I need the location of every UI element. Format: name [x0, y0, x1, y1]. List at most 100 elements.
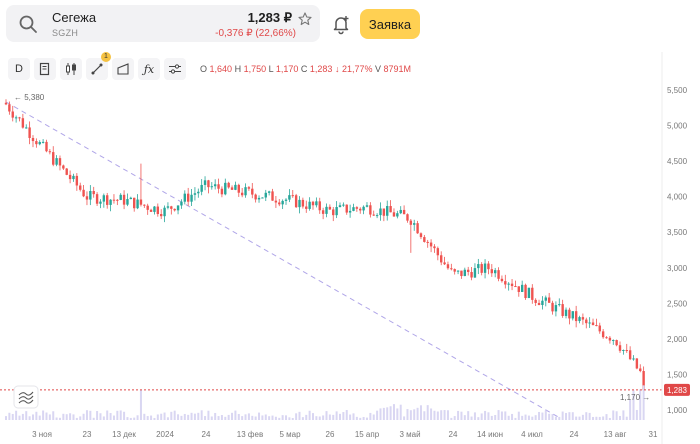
volume-bar — [629, 399, 632, 420]
candle-body — [615, 340, 618, 346]
candle-body — [183, 193, 187, 202]
volume-bar — [568, 412, 571, 420]
volume-bar — [426, 405, 429, 420]
candle-body — [416, 223, 419, 234]
instrument-card[interactable]: Сегежа SGZH 1,283 ₽ -0,376 ₽ (22,66%) — [6, 5, 320, 42]
candle-body — [490, 269, 494, 274]
volume-bar — [247, 413, 250, 420]
volume-bar — [440, 410, 443, 420]
drawing-tools-icon[interactable]: 1 — [86, 52, 111, 80]
candle-body — [601, 331, 605, 338]
indicator-badge: 1 — [101, 52, 111, 62]
exchange-logo-wave — [18, 395, 34, 400]
volume-bar — [278, 417, 281, 420]
candle-body — [217, 184, 220, 189]
candle-body — [106, 195, 109, 205]
volume-bar — [193, 413, 196, 420]
candle-body — [547, 297, 551, 303]
candle-body — [642, 371, 645, 390]
volume-bar — [524, 414, 527, 420]
volume-bar — [106, 410, 109, 420]
star-icon[interactable] — [298, 12, 312, 26]
candle-body — [18, 117, 21, 119]
instrument-name: Сегежа — [52, 10, 97, 25]
price-tick-label: 4,500 — [667, 157, 688, 166]
candle-body — [170, 206, 173, 209]
instrument-ticker: SGZH — [52, 28, 79, 38]
volume-bar — [372, 414, 375, 420]
candle-body — [139, 199, 143, 205]
settings-sliders-icon[interactable] — [164, 58, 186, 80]
price-tick-label: 4,000 — [667, 193, 688, 202]
exchange-logo-frame — [13, 385, 39, 409]
volume-bar — [204, 416, 207, 420]
volume-bar — [116, 410, 119, 420]
volume-bar — [588, 412, 591, 420]
candle-body — [409, 220, 413, 225]
price-tick-label: 5,500 — [667, 86, 688, 95]
ruler-icon[interactable] — [112, 58, 134, 80]
function-icon[interactable]: ƒx — [138, 58, 160, 80]
volume-bar — [571, 412, 574, 420]
volume-bar — [92, 417, 95, 420]
volume-bar — [514, 417, 517, 420]
candle-body — [288, 195, 291, 200]
volume-bar — [382, 407, 385, 420]
volume-bar — [608, 417, 611, 420]
time-tick-label: 26 — [326, 430, 335, 439]
candle-body — [399, 209, 402, 214]
volume-bar — [612, 410, 615, 420]
candle-body — [598, 325, 601, 332]
volume-bar — [625, 416, 628, 420]
volume-bar — [308, 410, 311, 420]
candle-body — [72, 175, 75, 180]
candle-body — [456, 270, 460, 272]
candle-body — [224, 182, 227, 195]
candle-body — [281, 200, 284, 205]
volume-bar — [504, 411, 507, 420]
candle-body — [470, 272, 473, 278]
search-icon[interactable] — [18, 14, 38, 34]
volume-bar — [82, 413, 85, 420]
volume-bar — [227, 414, 230, 420]
candle-body — [355, 207, 359, 209]
volume-bar — [507, 415, 510, 420]
candle-body — [207, 180, 210, 188]
volume-bar — [156, 414, 159, 420]
candle-body — [153, 206, 156, 212]
candle-body — [574, 311, 578, 322]
time-tick-label: 5 мар — [279, 430, 301, 439]
candles-icon[interactable] — [60, 58, 82, 80]
candle-body — [463, 269, 467, 277]
candle-body — [156, 206, 160, 215]
candle-body — [389, 206, 392, 213]
volume-bar — [605, 414, 608, 420]
volume-bar — [288, 417, 291, 420]
ohlc-change: ↓ 21,77% — [334, 64, 373, 74]
volume-bar — [8, 412, 11, 420]
candle-body — [318, 201, 321, 211]
bell-plus-icon[interactable] — [330, 13, 352, 35]
candle-body — [622, 350, 625, 352]
instrument-price: 1,283 ₽ — [247, 10, 292, 25]
volume-bar — [241, 416, 244, 420]
candle-body — [244, 187, 247, 196]
price-tick-label: 1,000 — [667, 406, 688, 415]
period-button[interactable]: D — [8, 58, 30, 80]
volume-bar — [352, 413, 355, 420]
order-button[interactable]: Заявка — [360, 9, 420, 39]
volume-bar — [554, 416, 557, 420]
candle-body — [379, 208, 382, 216]
volume-bar — [244, 414, 247, 420]
volume-bar — [112, 415, 115, 420]
volume-bar — [521, 415, 524, 420]
price-tick-label: 3,000 — [667, 264, 688, 273]
volume-bar — [190, 412, 193, 420]
document-icon[interactable] — [34, 58, 56, 80]
candle-body — [133, 197, 136, 209]
volume-bar — [487, 412, 490, 420]
volume-bar — [541, 412, 544, 420]
candle-body — [122, 194, 126, 205]
candle-body — [55, 158, 58, 165]
